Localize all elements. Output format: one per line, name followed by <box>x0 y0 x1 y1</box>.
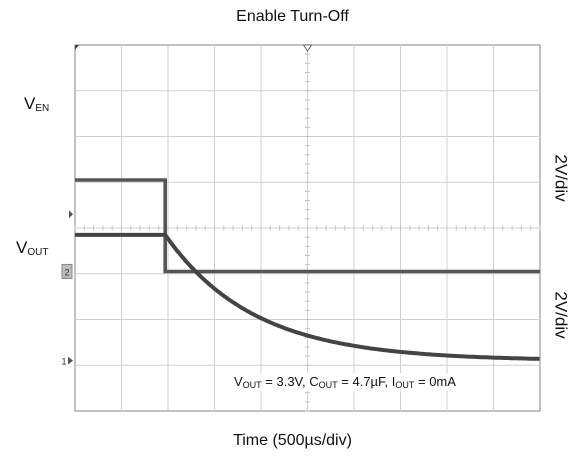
ven-ref-arrow <box>69 210 73 219</box>
annotation-part: OUT <box>318 380 338 390</box>
ven-scale-label: 2V/div <box>551 154 571 202</box>
vout-trace <box>75 232 540 361</box>
annotation-part: = 0mA <box>414 374 456 389</box>
trigger-marker <box>302 44 313 52</box>
ven-trace <box>75 178 540 274</box>
conditions-annotation: VOUT = 3.3V, COUT = 4.7µF, IOUT = 0mA <box>232 373 458 391</box>
annotation-part: OUT <box>395 380 415 390</box>
traces <box>75 178 540 361</box>
annotation-part: OUT <box>242 380 262 390</box>
annotation-part: = 4.7µF, I <box>337 374 396 389</box>
x-axis-label: Time (500µs/div) <box>233 432 352 449</box>
ven-ground-marker: 2 <box>61 263 73 279</box>
annotation-part: V <box>234 374 243 389</box>
chart-title: Enable Turn-Off <box>236 8 349 25</box>
channel-markers: 21 <box>61 210 73 367</box>
vout-label: VOUT <box>16 238 49 258</box>
vout-marker-text: 1 <box>61 357 66 367</box>
ven-label: VEN <box>24 94 50 114</box>
annotation-part: = 3.3V, C <box>261 374 319 389</box>
grid <box>74 44 541 412</box>
ven-marker-text: 2 <box>64 267 69 277</box>
corner-marker <box>75 45 79 50</box>
vout-scale-label: 2V/div <box>551 291 571 339</box>
vout-ground-marker: 1 <box>61 356 73 367</box>
ven-marker-box <box>61 263 73 279</box>
vout-marker-arrow <box>68 356 73 365</box>
